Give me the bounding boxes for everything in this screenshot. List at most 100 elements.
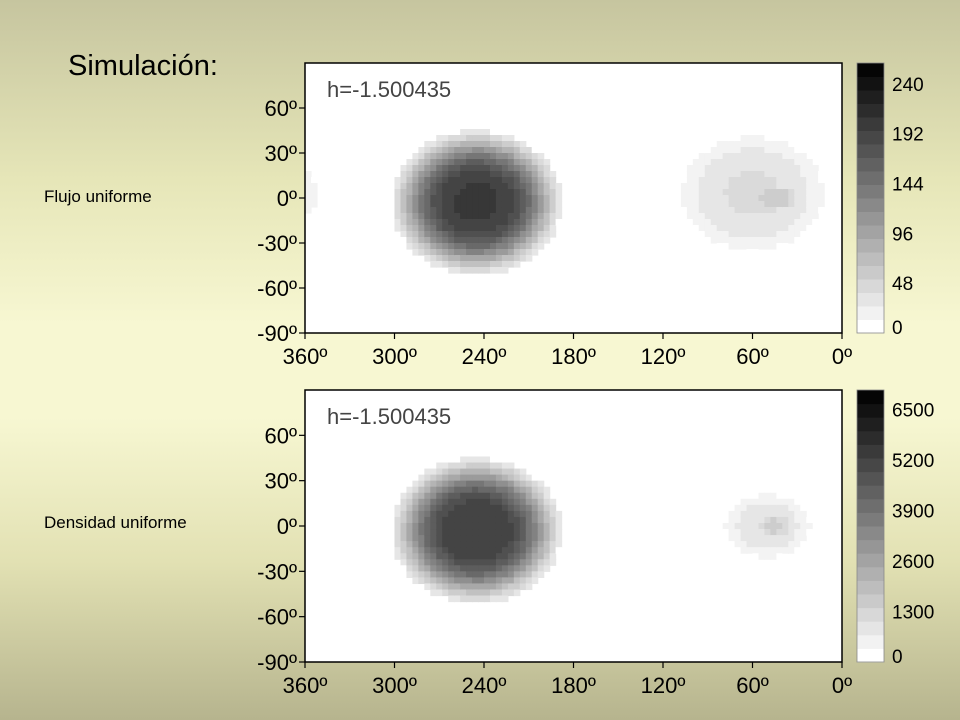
heatmap-cell: [758, 219, 766, 226]
heatmap-cell: [412, 510, 419, 518]
heatmap-cell: [746, 243, 754, 250]
heatmap-cell: [442, 141, 449, 148]
heatmap-cell: [424, 201, 431, 208]
heatmap-cell: [716, 225, 724, 232]
heatmap-cell: [495, 541, 503, 548]
heatmap-cell: [525, 529, 533, 536]
heatmap-cell: [758, 183, 766, 190]
heatmap-cell: [394, 529, 402, 536]
heatmap-cell: [460, 261, 467, 268]
heatmap-cell: [704, 201, 712, 208]
heatmap-cell: [758, 553, 766, 560]
heatmap-cell: [513, 522, 521, 530]
heatmap-cell: [764, 219, 771, 226]
heatmap-cell: [758, 516, 766, 524]
heatmap-cell: [388, 535, 396, 542]
heatmap-cell: [746, 547, 754, 554]
heatmap-cell: [472, 141, 479, 148]
heatmap-cell: [472, 225, 479, 232]
heatmap-cell: [484, 510, 491, 518]
heatmap-cell: [412, 529, 419, 536]
heatmap-cell: [531, 553, 539, 560]
heatmap-cell: [436, 589, 443, 597]
heatmap-cell: [800, 504, 807, 512]
heatmap-cell: [770, 153, 777, 160]
heatmap-cell: [758, 529, 766, 536]
heatmap-cell: [549, 207, 557, 214]
colorbar-segment: [857, 390, 884, 405]
heatmap-cell: [740, 535, 748, 542]
heatmap-cell: [549, 231, 557, 238]
row-label-flujo: Flujo uniforme: [44, 187, 152, 206]
heatmap-cell: [489, 486, 497, 494]
heatmap-cell: [543, 498, 551, 506]
heatmap-cell: [764, 213, 771, 220]
heatmap-cell: [406, 177, 413, 184]
heatmap-cell: [430, 177, 437, 184]
heatmap-cell: [794, 171, 801, 178]
heatmap-cell: [495, 147, 503, 154]
heatmap-cell: [776, 237, 783, 244]
heatmap-cell: [686, 213, 694, 220]
heatmap-cell: [513, 219, 521, 226]
heatmap-cell: [710, 225, 718, 232]
heatmap-cell: [537, 201, 545, 208]
heatmap-cell: [501, 171, 509, 178]
heatmap-cell: [525, 201, 533, 208]
heatmap-cell: [489, 583, 497, 591]
heatmap-cell: [746, 189, 754, 196]
colorbar-segment: [857, 621, 884, 636]
heatmap-cell: [519, 583, 527, 591]
heatmap-cell: [454, 267, 461, 274]
heatmap-cell: [764, 159, 771, 166]
heatmap-cell: [800, 177, 807, 184]
heatmap-cell: [478, 219, 485, 226]
heatmap-cell: [800, 171, 807, 178]
heatmap-cell: [543, 195, 551, 202]
heatmap-cell: [537, 159, 545, 166]
heatmap-cell: [525, 522, 533, 530]
heatmap-cell: [758, 547, 766, 554]
heatmap-cell: [531, 529, 539, 536]
heatmap-cell: [531, 522, 539, 530]
heatmap-cell: [460, 249, 467, 256]
heatmap-cell: [686, 201, 694, 208]
heatmap-cell: [436, 255, 443, 262]
heatmap-cell: [734, 177, 742, 184]
heatmap-cell: [472, 486, 479, 494]
heatmap-cell: [794, 183, 801, 190]
y-tick-label: 0º: [277, 186, 297, 211]
heatmap-cell: [436, 141, 443, 148]
heatmap-cell: [418, 492, 425, 500]
heatmap-cell: [710, 237, 718, 244]
heatmap-cell: [424, 486, 431, 494]
heatmap-cell: [484, 535, 491, 542]
heatmap-cell: [555, 219, 563, 226]
heatmap-cell: [489, 189, 497, 196]
heatmap-cell: [525, 583, 533, 591]
heatmap-cell: [531, 480, 539, 488]
heatmap-cell: [525, 195, 533, 202]
heatmap-cell: [484, 177, 491, 184]
heatmap-cell: [472, 577, 479, 585]
heatmap-cell: [442, 189, 449, 196]
heatmap-cell: [806, 159, 813, 166]
heatmap-cell: [442, 261, 449, 268]
colorbar-segment: [857, 526, 884, 541]
heatmap-cell: [424, 516, 431, 524]
heatmap-cell: [454, 189, 461, 196]
heatmap-cell: [484, 480, 491, 488]
heatmap-cell: [698, 231, 706, 238]
heatmap-cell: [454, 141, 461, 148]
heatmap-cell: [484, 468, 491, 476]
heatmap-cell: [507, 541, 515, 548]
heatmap-cell: [478, 541, 485, 548]
heatmap-cell: [430, 559, 437, 566]
heatmap-cell: [460, 468, 467, 476]
heatmap-cell: [758, 159, 766, 166]
heatmap-cell: [740, 159, 748, 166]
heatmap-cell: [513, 504, 521, 512]
heatmap-cell: [722, 225, 730, 232]
heatmap-cell: [501, 498, 509, 506]
heatmap-cell: [549, 225, 557, 232]
